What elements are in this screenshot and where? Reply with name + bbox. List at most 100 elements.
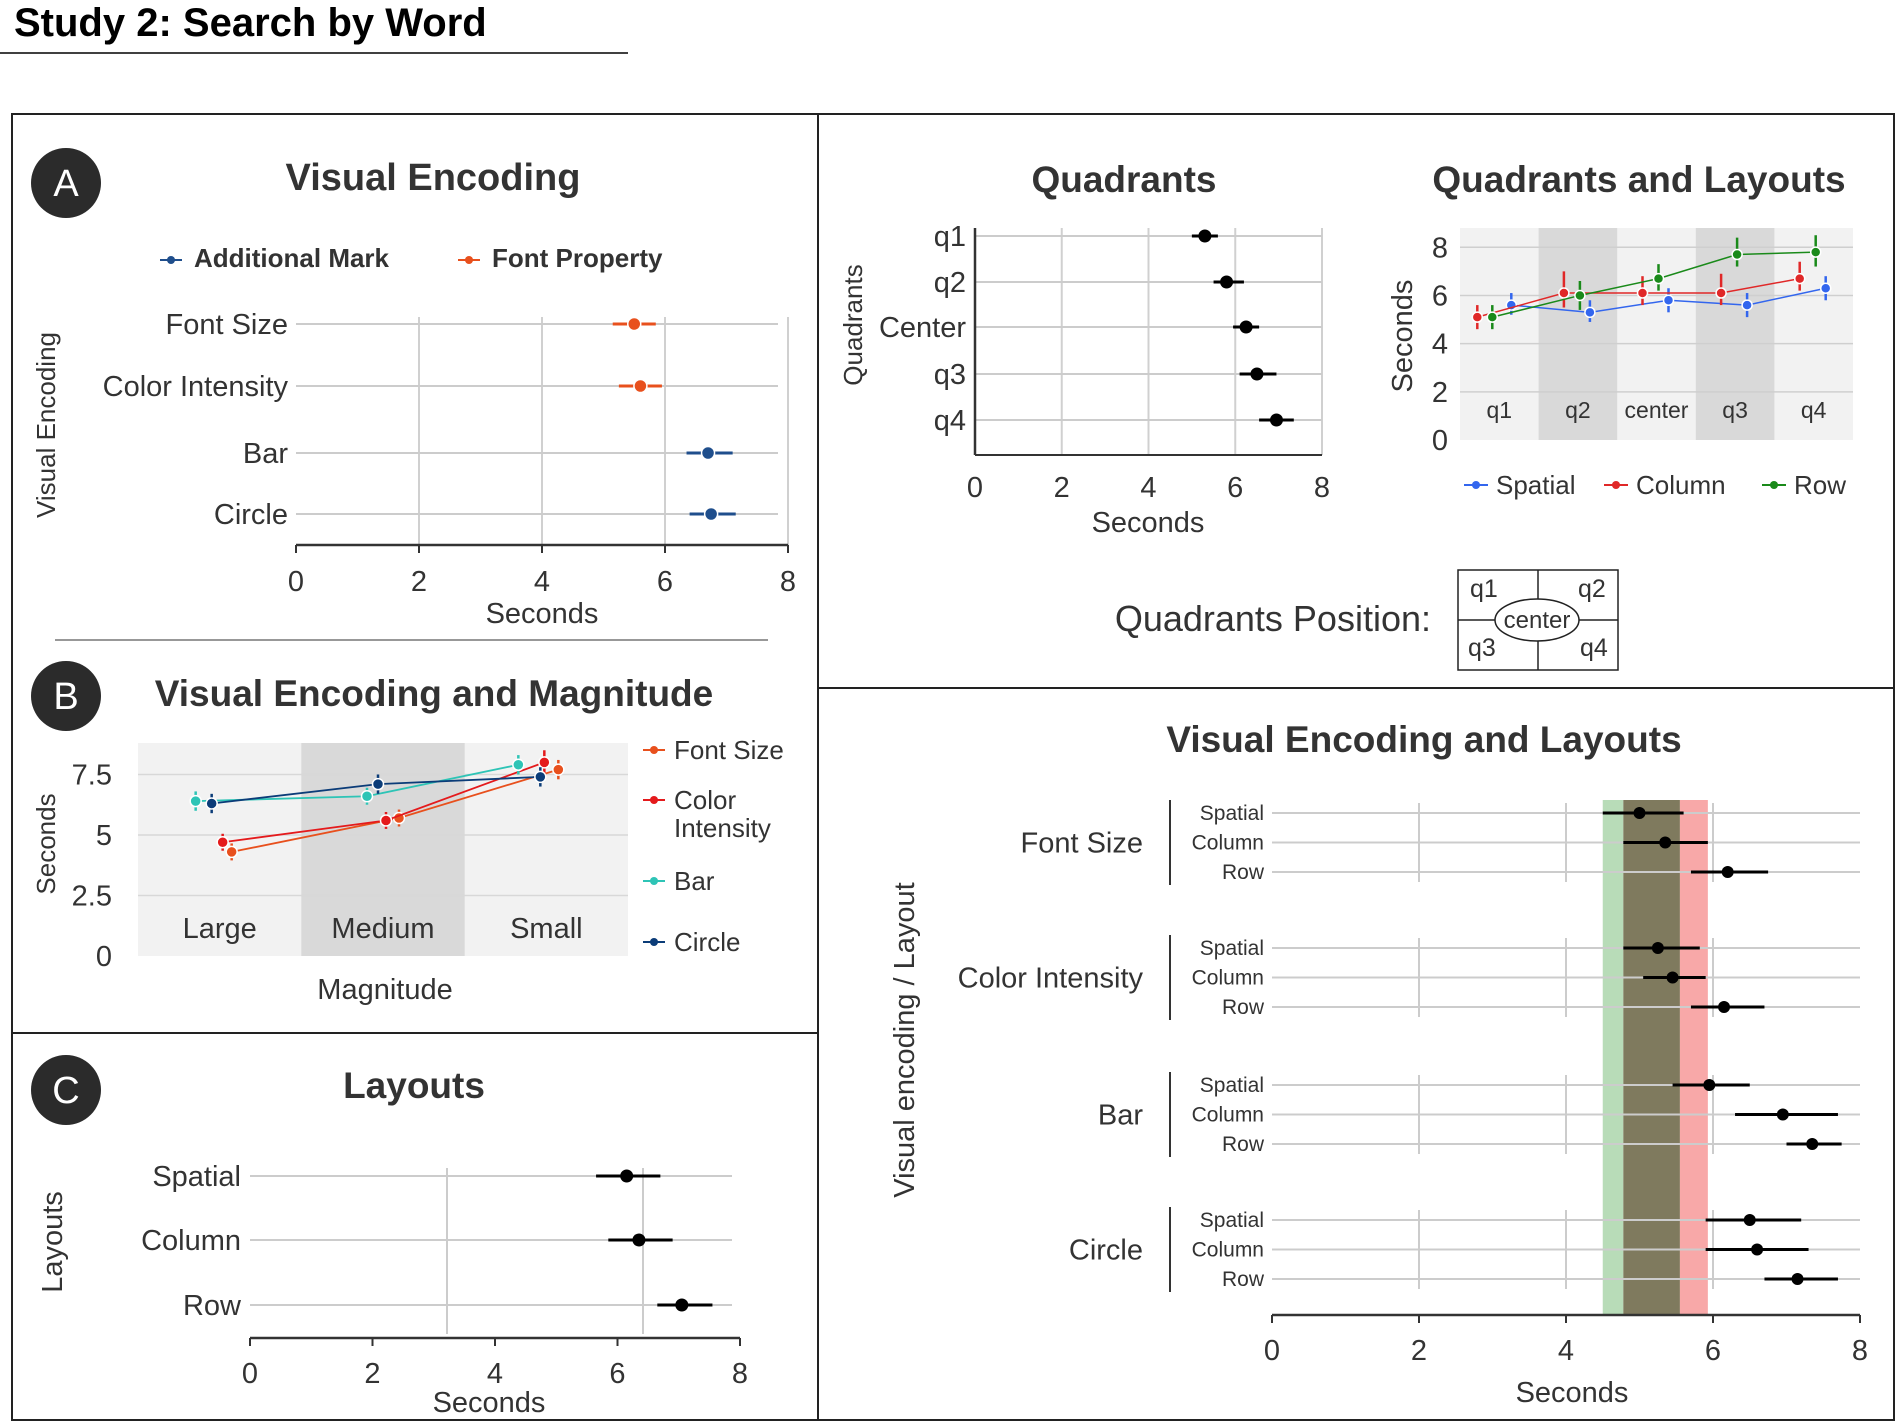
chart-f-layout-label: Column <box>1192 1239 1264 1262</box>
chart-f-layout-label: Row <box>1222 861 1265 884</box>
panel-badge-c: C <box>31 1055 101 1125</box>
chart-a-point <box>633 378 648 394</box>
chart-f-layout-label: Row <box>1222 1133 1265 1156</box>
chart-e-legend-dot <box>1472 481 1480 489</box>
panel-borders <box>11 113 1895 1421</box>
chart-e-point <box>1741 299 1753 311</box>
chart-a-ylabel: Visual Encoding <box>31 332 61 518</box>
page-title: Study 2: Search by Word <box>14 1 487 45</box>
chart-d-xlabel: Seconds <box>1092 507 1205 539</box>
chart-f-band-red <box>1679 800 1708 1315</box>
chart-f-xlabel: Seconds <box>1516 1377 1629 1409</box>
chart-e-point <box>1636 287 1649 299</box>
chart-e-title: Quadrants and Layouts <box>1432 159 1845 200</box>
chart-b-point <box>371 777 385 791</box>
chart-b-ytick-label: 2.5 <box>72 880 112 912</box>
chart-b-point <box>538 756 551 769</box>
chart-d-point <box>1220 275 1234 289</box>
chart-a-xtick-label: 4 <box>534 566 550 598</box>
chart-b-ytick-label: 5 <box>96 820 112 852</box>
chart-e-point <box>1819 282 1832 294</box>
chart-b-category-label: Small <box>510 913 583 945</box>
chart-d-category-label: q3 <box>934 359 966 391</box>
chart-e-ytick-label: 0 <box>1432 425 1448 457</box>
chart-c-ylabel: Layouts <box>37 1191 69 1293</box>
chart-b-legend-dot <box>650 938 658 946</box>
chart-a-title: Visual Encoding <box>286 157 581 199</box>
chart-a-category-label: Bar <box>243 438 288 470</box>
chart-b-legend-label: Color <box>674 785 736 815</box>
chart-a-xtick-label: 2 <box>411 566 427 598</box>
chart-d-point <box>1198 229 1212 243</box>
chart-d-ylabel: Quadrants <box>838 264 868 385</box>
chart-a-legend-dot <box>465 256 473 264</box>
chart-a-xlabel: Seconds <box>486 598 599 630</box>
chart-f-group-label: Font Size <box>1021 828 1144 860</box>
chart-d-category-label: q2 <box>934 267 966 299</box>
chart-b-point <box>379 814 393 827</box>
chart-f-title: Visual Encoding and Layouts <box>1166 719 1681 760</box>
chart-d-category-label: Center <box>879 312 966 344</box>
chart-a-category-label: Color Intensity <box>103 371 289 403</box>
quad-cell-q1: q1 <box>1470 575 1498 603</box>
svg-text:C: C <box>52 1070 79 1112</box>
chart-f-layout-label: Spatial <box>1200 1074 1264 1097</box>
chart-f-point <box>1751 1243 1764 1256</box>
chart-e-point <box>1731 248 1743 261</box>
chart-e-category-label: q4 <box>1801 397 1827 423</box>
chart-f-band-overlap <box>1623 800 1680 1315</box>
chart-a-legend-dot <box>167 256 175 264</box>
chart-c-point <box>675 1298 689 1312</box>
chart-c-xtick-label: 6 <box>609 1358 625 1390</box>
chart-a-xtick-label: 6 <box>657 566 673 598</box>
chart-f-point <box>1806 1138 1819 1150</box>
chart-f-layout-label: Spatial <box>1200 937 1264 960</box>
chart-e-legend-dot <box>1612 481 1620 489</box>
chart-d-xtick-label: 4 <box>1140 472 1156 504</box>
chart-b-legend-dot <box>650 877 658 885</box>
chart-a-point <box>703 506 719 522</box>
quad-cell-center: center <box>1504 607 1571 634</box>
chart-d-title: Quadrants <box>1031 159 1216 200</box>
chart-f-layout-label: Column <box>1192 967 1264 990</box>
chart-f-xtick-label: 8 <box>1852 1335 1868 1367</box>
chart-d-xtick-label: 2 <box>1054 472 1070 504</box>
chart-f-point <box>1743 1214 1756 1226</box>
chart-b-point <box>534 770 547 784</box>
chart-e-point <box>1486 311 1499 323</box>
chart-e-category-label: q1 <box>1487 397 1513 423</box>
chart-b-point <box>205 797 218 810</box>
chart-b-title: Visual Encoding and Magnitude <box>155 673 713 714</box>
chart-c-xtick-label: 2 <box>364 1358 380 1390</box>
chart-f-xtick-label: 4 <box>1558 1335 1574 1367</box>
chart-f-point <box>1721 866 1734 878</box>
chart-a-xtick-label: 8 <box>780 566 796 598</box>
chart-f-point <box>1651 942 1664 954</box>
chart-b-point <box>360 790 374 803</box>
chart-f-point <box>1776 1108 1789 1121</box>
chart-c-point <box>632 1233 646 1247</box>
chart-e-shaded-column <box>1538 228 1618 440</box>
chart-e-category-label: center <box>1625 397 1689 423</box>
chart-e-legend-label: Spatial <box>1496 470 1576 500</box>
chart-c-category-label: Spatial <box>152 1161 241 1193</box>
svg-text:B: B <box>53 676 78 718</box>
chart-e-legend-dot <box>1770 481 1778 489</box>
chart-b-legend-label: Intensity <box>674 813 771 843</box>
chart-f-point <box>1659 836 1672 849</box>
chart-e-category-label: q2 <box>1565 397 1591 423</box>
chart-e-point <box>1584 306 1596 319</box>
chart-f-layout-label: Row <box>1222 996 1265 1019</box>
chart-e-legend-label: Row <box>1794 470 1846 500</box>
chart-d-xtick-label: 6 <box>1227 472 1243 504</box>
chart-f-layout-label: Spatial <box>1200 802 1264 825</box>
quad-cell-q2: q2 <box>1578 575 1606 603</box>
chart-b-category-label: Medium <box>331 913 434 945</box>
chart-d-point <box>1239 320 1253 334</box>
chart-c-category-label: Column <box>141 1225 241 1257</box>
chart-e-ytick-label: 2 <box>1432 377 1448 409</box>
panel-badge-b: B <box>31 661 101 731</box>
charts-layer: Visual Encoding 0 2 4 6 8 Font Size Color Inten… <box>31 157 1868 1419</box>
chart-d-point <box>1250 367 1264 381</box>
